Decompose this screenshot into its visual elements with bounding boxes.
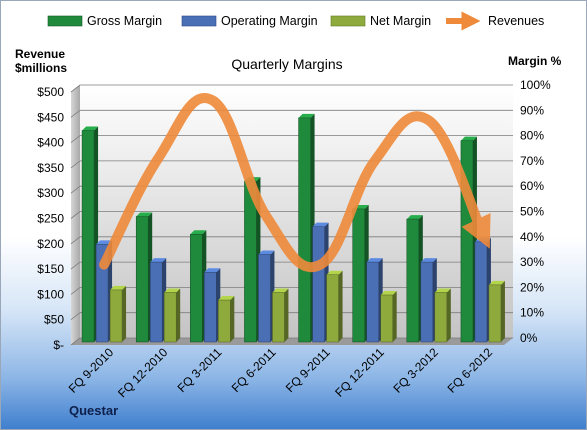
right-tick-label: 40%: [520, 230, 544, 244]
bar-operating-margin-1: [149, 258, 167, 343]
bars: [81, 113, 505, 343]
right-tick-label: 60%: [520, 179, 544, 193]
bar-gross-margin-7: [460, 136, 477, 343]
gridline-side: [70, 236, 81, 245]
left-axis-ticks: $- $50 $100 $150 $200 $250 $300 $350 $400 $450 $50…: [37, 85, 64, 352]
left-tick-label: $100: [37, 287, 64, 301]
gridline-side: [70, 287, 81, 295]
left-tick-label: $-: [53, 338, 64, 352]
right-tick-label: 100%: [520, 78, 551, 92]
right-tick-label: 10%: [520, 306, 544, 320]
company-name: Questar: [69, 403, 118, 418]
bar-gross-margin-0: [81, 126, 99, 343]
left-tick-label: $50: [44, 313, 64, 327]
bar-operating-margin-5: [366, 258, 383, 343]
right-tick-label: 30%: [520, 255, 544, 269]
plot-floor: [71, 338, 513, 345]
x-tick-label: FQ 6-2012: [445, 345, 496, 396]
bar-net-margin-7: [488, 280, 505, 343]
bar-operating-margin-3: [258, 250, 275, 343]
gridline-side: [70, 337, 81, 346]
gridline-side: [70, 160, 81, 169]
left-tick-label: $150: [37, 262, 64, 276]
right-tick-label: 50%: [520, 205, 544, 219]
bar-operating-margin-6: [420, 258, 437, 343]
x-tick-label: FQ 9-2010: [66, 345, 117, 396]
gridline-side: [70, 312, 81, 321]
right-tick-label: 90%: [520, 103, 544, 117]
right-axis-title: Margin %: [508, 54, 562, 68]
left-axis-title-line2: $millions: [15, 61, 67, 75]
gridline-side: [70, 185, 81, 194]
x-tick-label: FQ 12-2011: [332, 345, 387, 400]
gridline-side: [70, 109, 81, 118]
right-tick-label: 0%: [520, 331, 538, 345]
bar-gross-margin-4: [298, 113, 315, 343]
gridline-side: [70, 211, 81, 219]
left-tick-label: $200: [37, 237, 64, 251]
gridline-side: [70, 261, 81, 270]
right-tick-label: 70%: [520, 154, 544, 168]
bar-gross-margin-6: [406, 215, 423, 343]
bar-operating-margin-2: [204, 268, 221, 343]
bar-operating-margin-4: [312, 222, 329, 343]
legend-label-gross-margin: Gross Margin: [87, 14, 162, 28]
revenue-line: [99, 93, 491, 273]
x-tick-label: FQ 12-2010: [115, 345, 170, 400]
bar-gross-margin-5: [352, 204, 369, 343]
bar-net-margin-3: [272, 288, 289, 343]
right-axis-ticks: 0% 10% 20% 30% 40% 50% 60% 70% 80% 90% 100%: [520, 78, 551, 345]
revenue-line-layer: [99, 93, 491, 273]
legend-label-operating-margin: Operating Margin: [221, 14, 318, 28]
bar-net-margin-1: [163, 288, 181, 343]
legend-swatch-operating-margin: [181, 15, 217, 27]
right-tick-label: 20%: [520, 280, 544, 294]
left-axis-title-line1: Revenue: [15, 47, 65, 61]
left-tick-label: $300: [37, 186, 64, 200]
bar-gross-margin-1: [135, 212, 153, 343]
legend-label-net-margin: Net Margin: [370, 14, 431, 28]
left-tick-label: $450: [37, 110, 64, 124]
bar-net-margin-6: [434, 288, 451, 343]
bar-net-margin-4: [326, 270, 343, 343]
x-tick-label: FQ 3-2012: [390, 345, 441, 396]
left-tick-label: $500: [37, 85, 64, 99]
left-tick-label: $250: [37, 212, 64, 226]
bar-net-margin-2: [218, 296, 235, 343]
left-tick-label: $350: [37, 161, 64, 175]
chart-title: Quarterly Margins: [231, 56, 342, 72]
x-tick-label: FQ 3-2011: [175, 345, 225, 395]
x-tick-label: FQ 9-2011: [283, 345, 333, 395]
right-tick-label: 80%: [520, 129, 544, 143]
bar-net-margin-5: [380, 290, 397, 343]
bar-operating-margin-7: [474, 237, 491, 343]
x-tick-label: FQ 6-2011: [229, 345, 279, 395]
legend: Gross Margin Operating Margin Net Margin…: [47, 11, 544, 31]
bar-net-margin-0: [109, 285, 127, 343]
legend-swatch-gross-margin: [47, 15, 83, 27]
gridline-side: [70, 84, 81, 93]
left-tick-label: $400: [37, 136, 64, 150]
legend-swatch-net-margin: [330, 15, 366, 27]
gridline-side: [70, 135, 81, 143]
legend-label-revenues: Revenues: [488, 14, 544, 28]
bar-gross-margin-2: [190, 230, 207, 343]
